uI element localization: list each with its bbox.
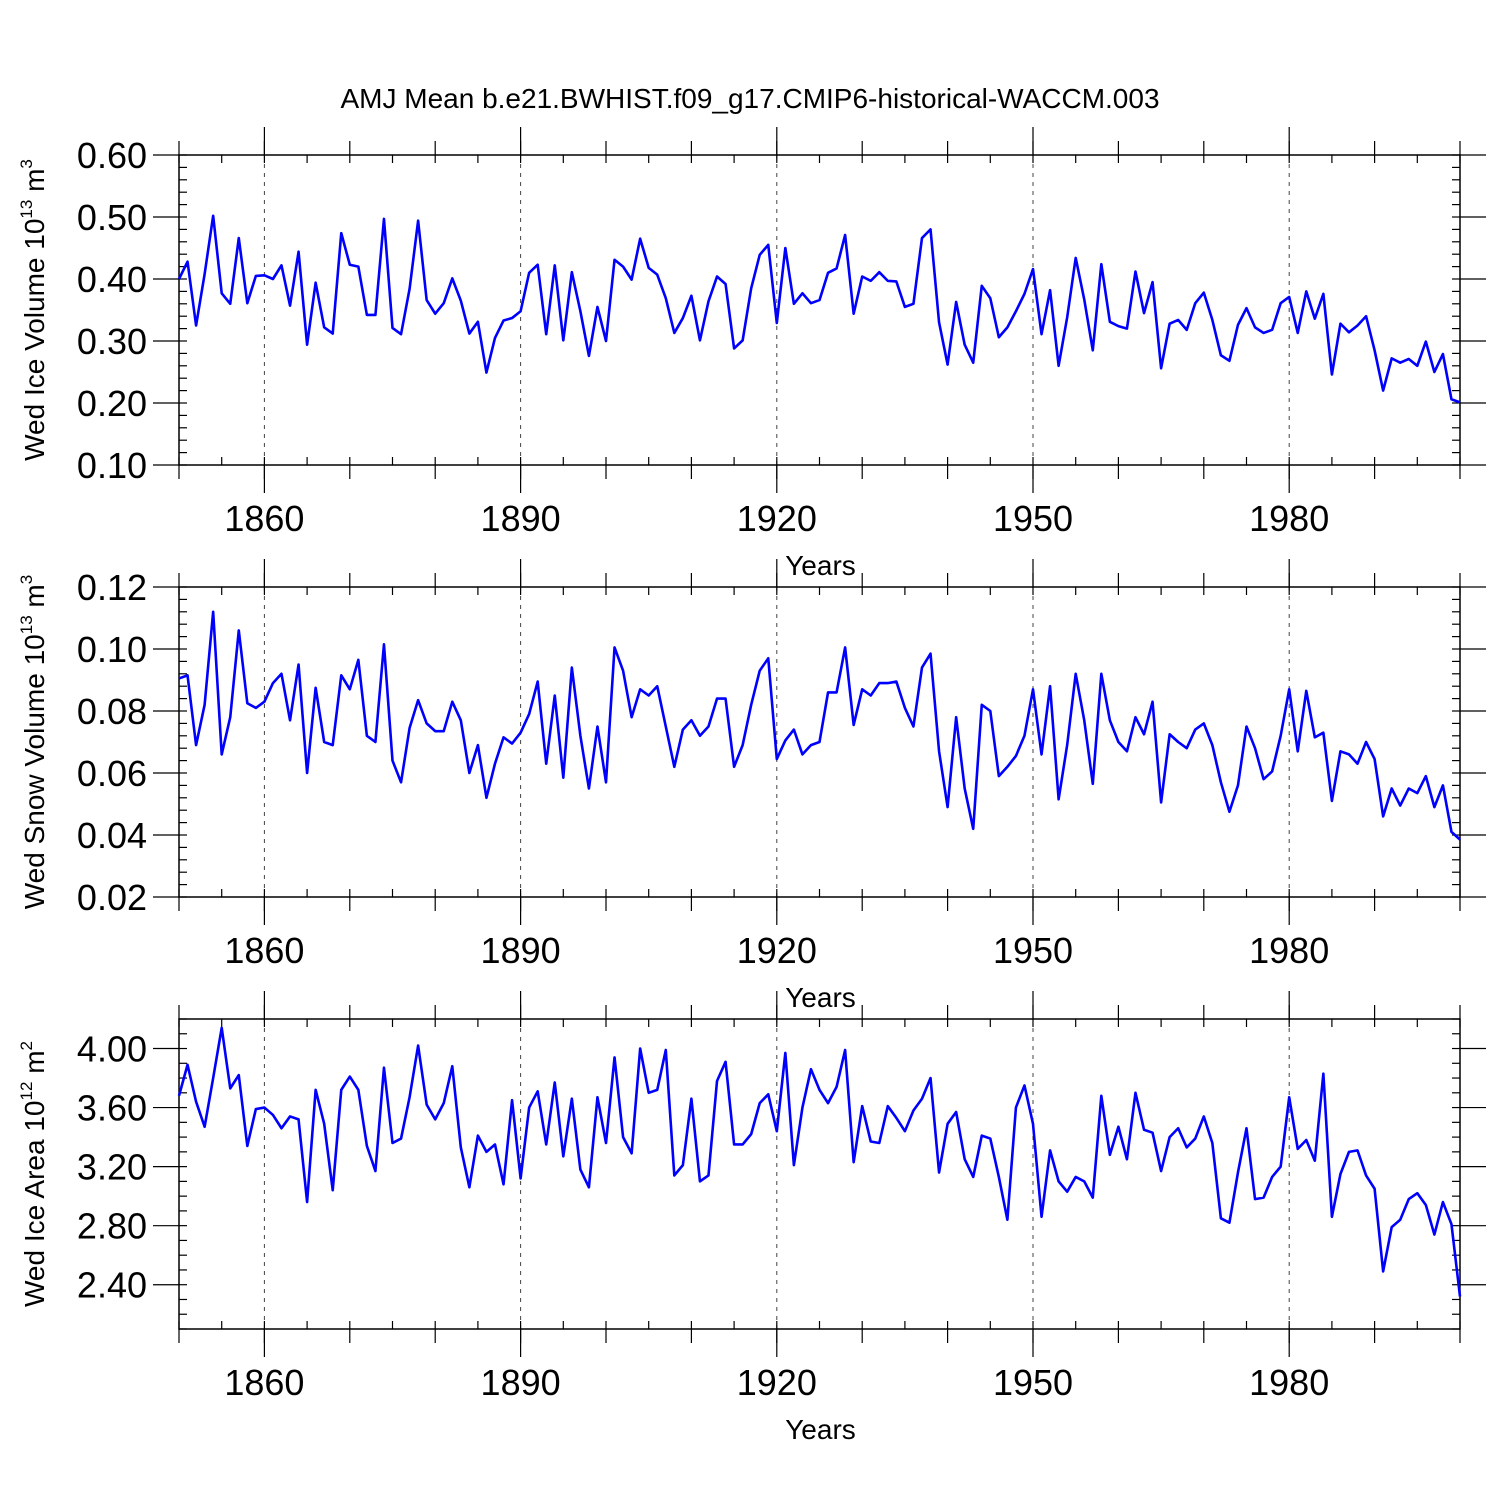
plot-frame — [178, 586, 1461, 898]
y-tick-label: 0.50 — [77, 197, 147, 238]
y-tick-label: 2.80 — [77, 1206, 147, 1247]
x-tick-label: 1920 — [737, 1362, 817, 1403]
y-axis-label: Wed Ice Area 1012 m2 — [17, 1041, 50, 1307]
figure-title: AMJ Mean b.e21.BWHIST.f09_g17.CMIP6-hist… — [340, 83, 1159, 114]
x-tick-label: 1950 — [993, 498, 1073, 539]
x-axis-label: Years — [785, 1414, 856, 1445]
x-tick-label: 1860 — [224, 498, 304, 539]
y-tick-label: 0.60 — [77, 135, 147, 176]
panel-1: 0.10 0.20 0.30 0.40 0.50 0.60 1860 1890 1920 1950… — [17, 127, 1486, 581]
x-tick-label: 1980 — [1249, 498, 1329, 539]
y-tick-label: 3.60 — [77, 1088, 147, 1129]
panel-2: 0.02 0.04 0.06 0.08 0.10 0.12 1860 1890 1920 1950… — [17, 559, 1486, 1013]
x-tick-label: 1920 — [737, 930, 817, 971]
x-tick-label: 1980 — [1249, 930, 1329, 971]
x-tick-label: 1920 — [737, 498, 817, 539]
panel-3: 2.40 2.80 3.20 3.60 4.00 1860 1890 1920 1950 1980… — [17, 991, 1486, 1445]
series-line-wed-snow-volume — [178, 610, 1461, 841]
x-tick-label: 1980 — [1249, 1362, 1329, 1403]
x-tick-label: 1950 — [993, 1362, 1073, 1403]
x-axis-label: Years — [785, 982, 856, 1013]
plot-frame — [178, 154, 1461, 466]
y-tick-label: 0.30 — [77, 321, 147, 362]
y-tick-label: 0.08 — [77, 691, 147, 732]
x-tick-label: 1890 — [481, 498, 561, 539]
x-axis-label: Years — [785, 550, 856, 581]
y-tick-label: 0.40 — [77, 259, 147, 300]
x-tick-label: 1950 — [993, 930, 1073, 971]
series-line-wed-ice-volume — [177, 214, 1461, 404]
x-tick-label: 1860 — [224, 930, 304, 971]
y-tick-label: 0.02 — [77, 877, 147, 918]
y-tick-label: 0.10 — [77, 445, 147, 486]
x-tick-label: 1890 — [481, 930, 561, 971]
y-tick-label: 4.00 — [77, 1029, 147, 1070]
y-tick-label: 2.40 — [77, 1265, 147, 1306]
y-tick-label: 0.04 — [77, 815, 147, 856]
x-tick-label: 1860 — [224, 1362, 304, 1403]
y-tick-label: 0.20 — [77, 383, 147, 424]
y-axis-label: Wed Ice Volume 1013 m3 — [17, 159, 50, 461]
y-tick-label: 0.12 — [77, 567, 147, 608]
series-line-wed-ice-area — [177, 1026, 1462, 1297]
y-tick-label: 0.06 — [77, 753, 147, 794]
y-axis-label: Wed Snow Volume 1013 m3 — [17, 575, 50, 909]
plot-frame — [178, 1018, 1461, 1330]
x-tick-label: 1890 — [481, 1362, 561, 1403]
y-tick-label: 0.10 — [77, 629, 147, 670]
y-tick-label: 3.20 — [77, 1147, 147, 1188]
